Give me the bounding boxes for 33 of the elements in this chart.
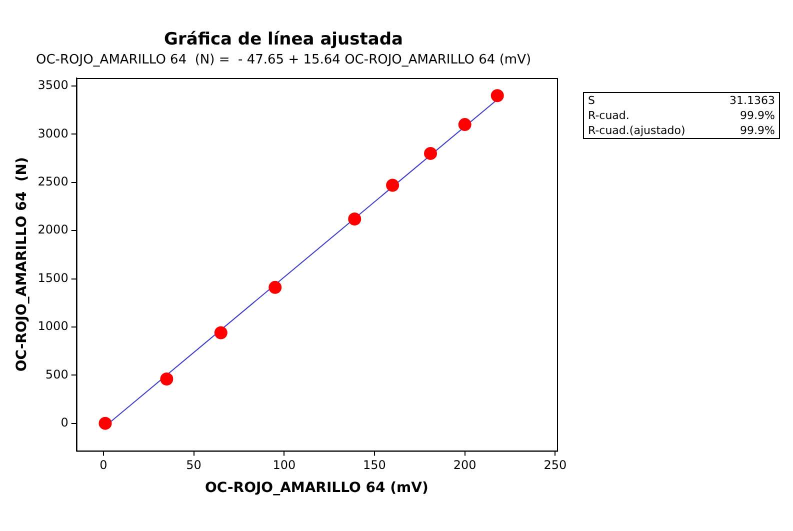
text: R-cuad.(ajustado) xyxy=(587,123,686,138)
point xyxy=(268,280,282,294)
chart-subtitle: OC-ROJO_AMARILLO 64 (N) = - 47.65 + 15.64 OC-ROJO_AMARILLO 64 (mV) xyxy=(36,52,532,68)
y-tick-label: 0 xyxy=(60,415,68,430)
text: R-cuad. xyxy=(587,108,630,123)
text: 99.9% xyxy=(739,108,776,123)
x-axis-title: OC-ROJO_AMARILLO 64 (mV) xyxy=(204,480,428,496)
x-tick-label: 250 xyxy=(544,458,567,472)
point xyxy=(214,326,228,340)
y-tick-label: 3000 xyxy=(38,126,68,140)
x-tick-label: 200 xyxy=(453,458,476,472)
y-tick-label: 3500 xyxy=(38,78,68,92)
point xyxy=(424,146,438,160)
x-tick-label: 100 xyxy=(272,458,296,472)
y-tick-label: 500 xyxy=(45,367,68,382)
point xyxy=(386,178,400,192)
point xyxy=(458,118,472,132)
point xyxy=(160,372,174,386)
point xyxy=(348,212,362,226)
y-tick-label: 2000 xyxy=(38,222,68,237)
text: 99.9% xyxy=(739,123,776,138)
text: S xyxy=(587,93,596,108)
point xyxy=(98,416,112,430)
x-tick-label: 50 xyxy=(186,458,202,472)
y-axis-title: OC-ROJO_AMARILLO 64 (N) xyxy=(14,157,30,372)
point xyxy=(490,89,504,102)
chart-title: Gráfica de línea ajustada xyxy=(164,30,403,50)
x-tick-label: 0 xyxy=(100,458,108,472)
text: 31.1363 xyxy=(728,93,776,108)
y-tick-label: 1000 xyxy=(38,319,68,334)
y-tick-label: 2500 xyxy=(38,174,68,189)
y-tick-label: 1500 xyxy=(38,270,68,285)
x-tick-label: 150 xyxy=(363,458,386,472)
